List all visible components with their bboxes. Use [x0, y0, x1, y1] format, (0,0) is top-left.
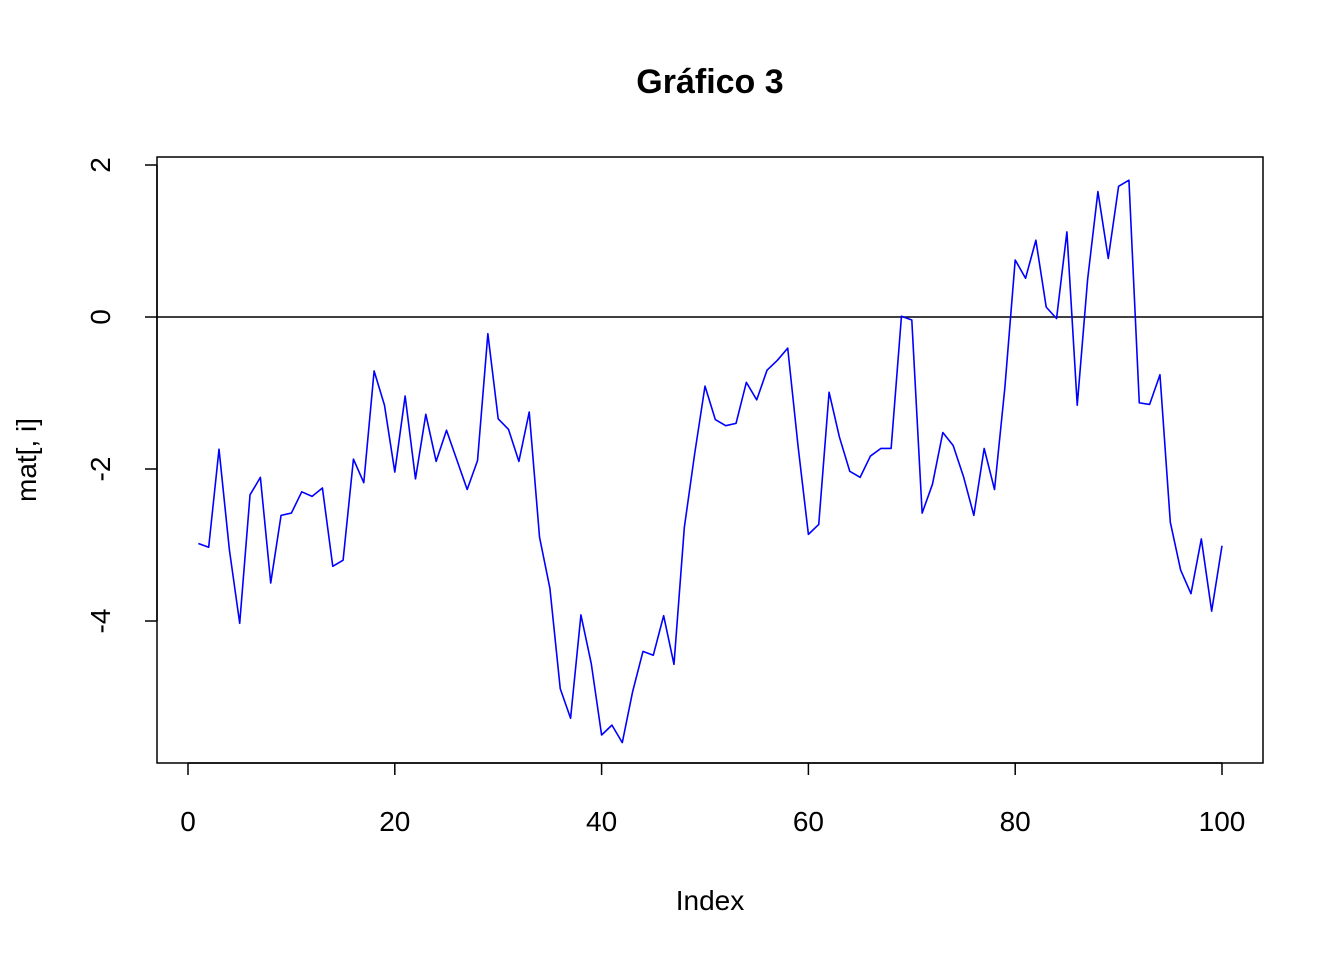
y-axis-label: mat[, i] — [11, 418, 42, 502]
y-tick-label: 2 — [85, 157, 116, 173]
x-axis: 0 20 40 60 80 100 — [180, 762, 1246, 837]
y-tick-label: -4 — [85, 609, 116, 634]
x-tick-label: 100 — [1199, 806, 1246, 837]
x-tick-label: 20 — [379, 806, 410, 837]
chart-title: Gráfico 3 — [636, 63, 783, 101]
x-tick-label: 80 — [1000, 806, 1031, 837]
series-line — [198, 179, 1223, 744]
x-tick-label: 0 — [180, 806, 196, 837]
y-tick-label: 0 — [85, 309, 116, 325]
y-axis: -4 -2 0 2 — [85, 157, 158, 634]
x-tick-label: 40 — [586, 806, 617, 837]
x-tick-label: 60 — [793, 806, 824, 837]
plot-frame — [156, 156, 1264, 764]
y-tick-label: -2 — [85, 457, 116, 482]
x-axis-label: Index — [676, 885, 745, 916]
